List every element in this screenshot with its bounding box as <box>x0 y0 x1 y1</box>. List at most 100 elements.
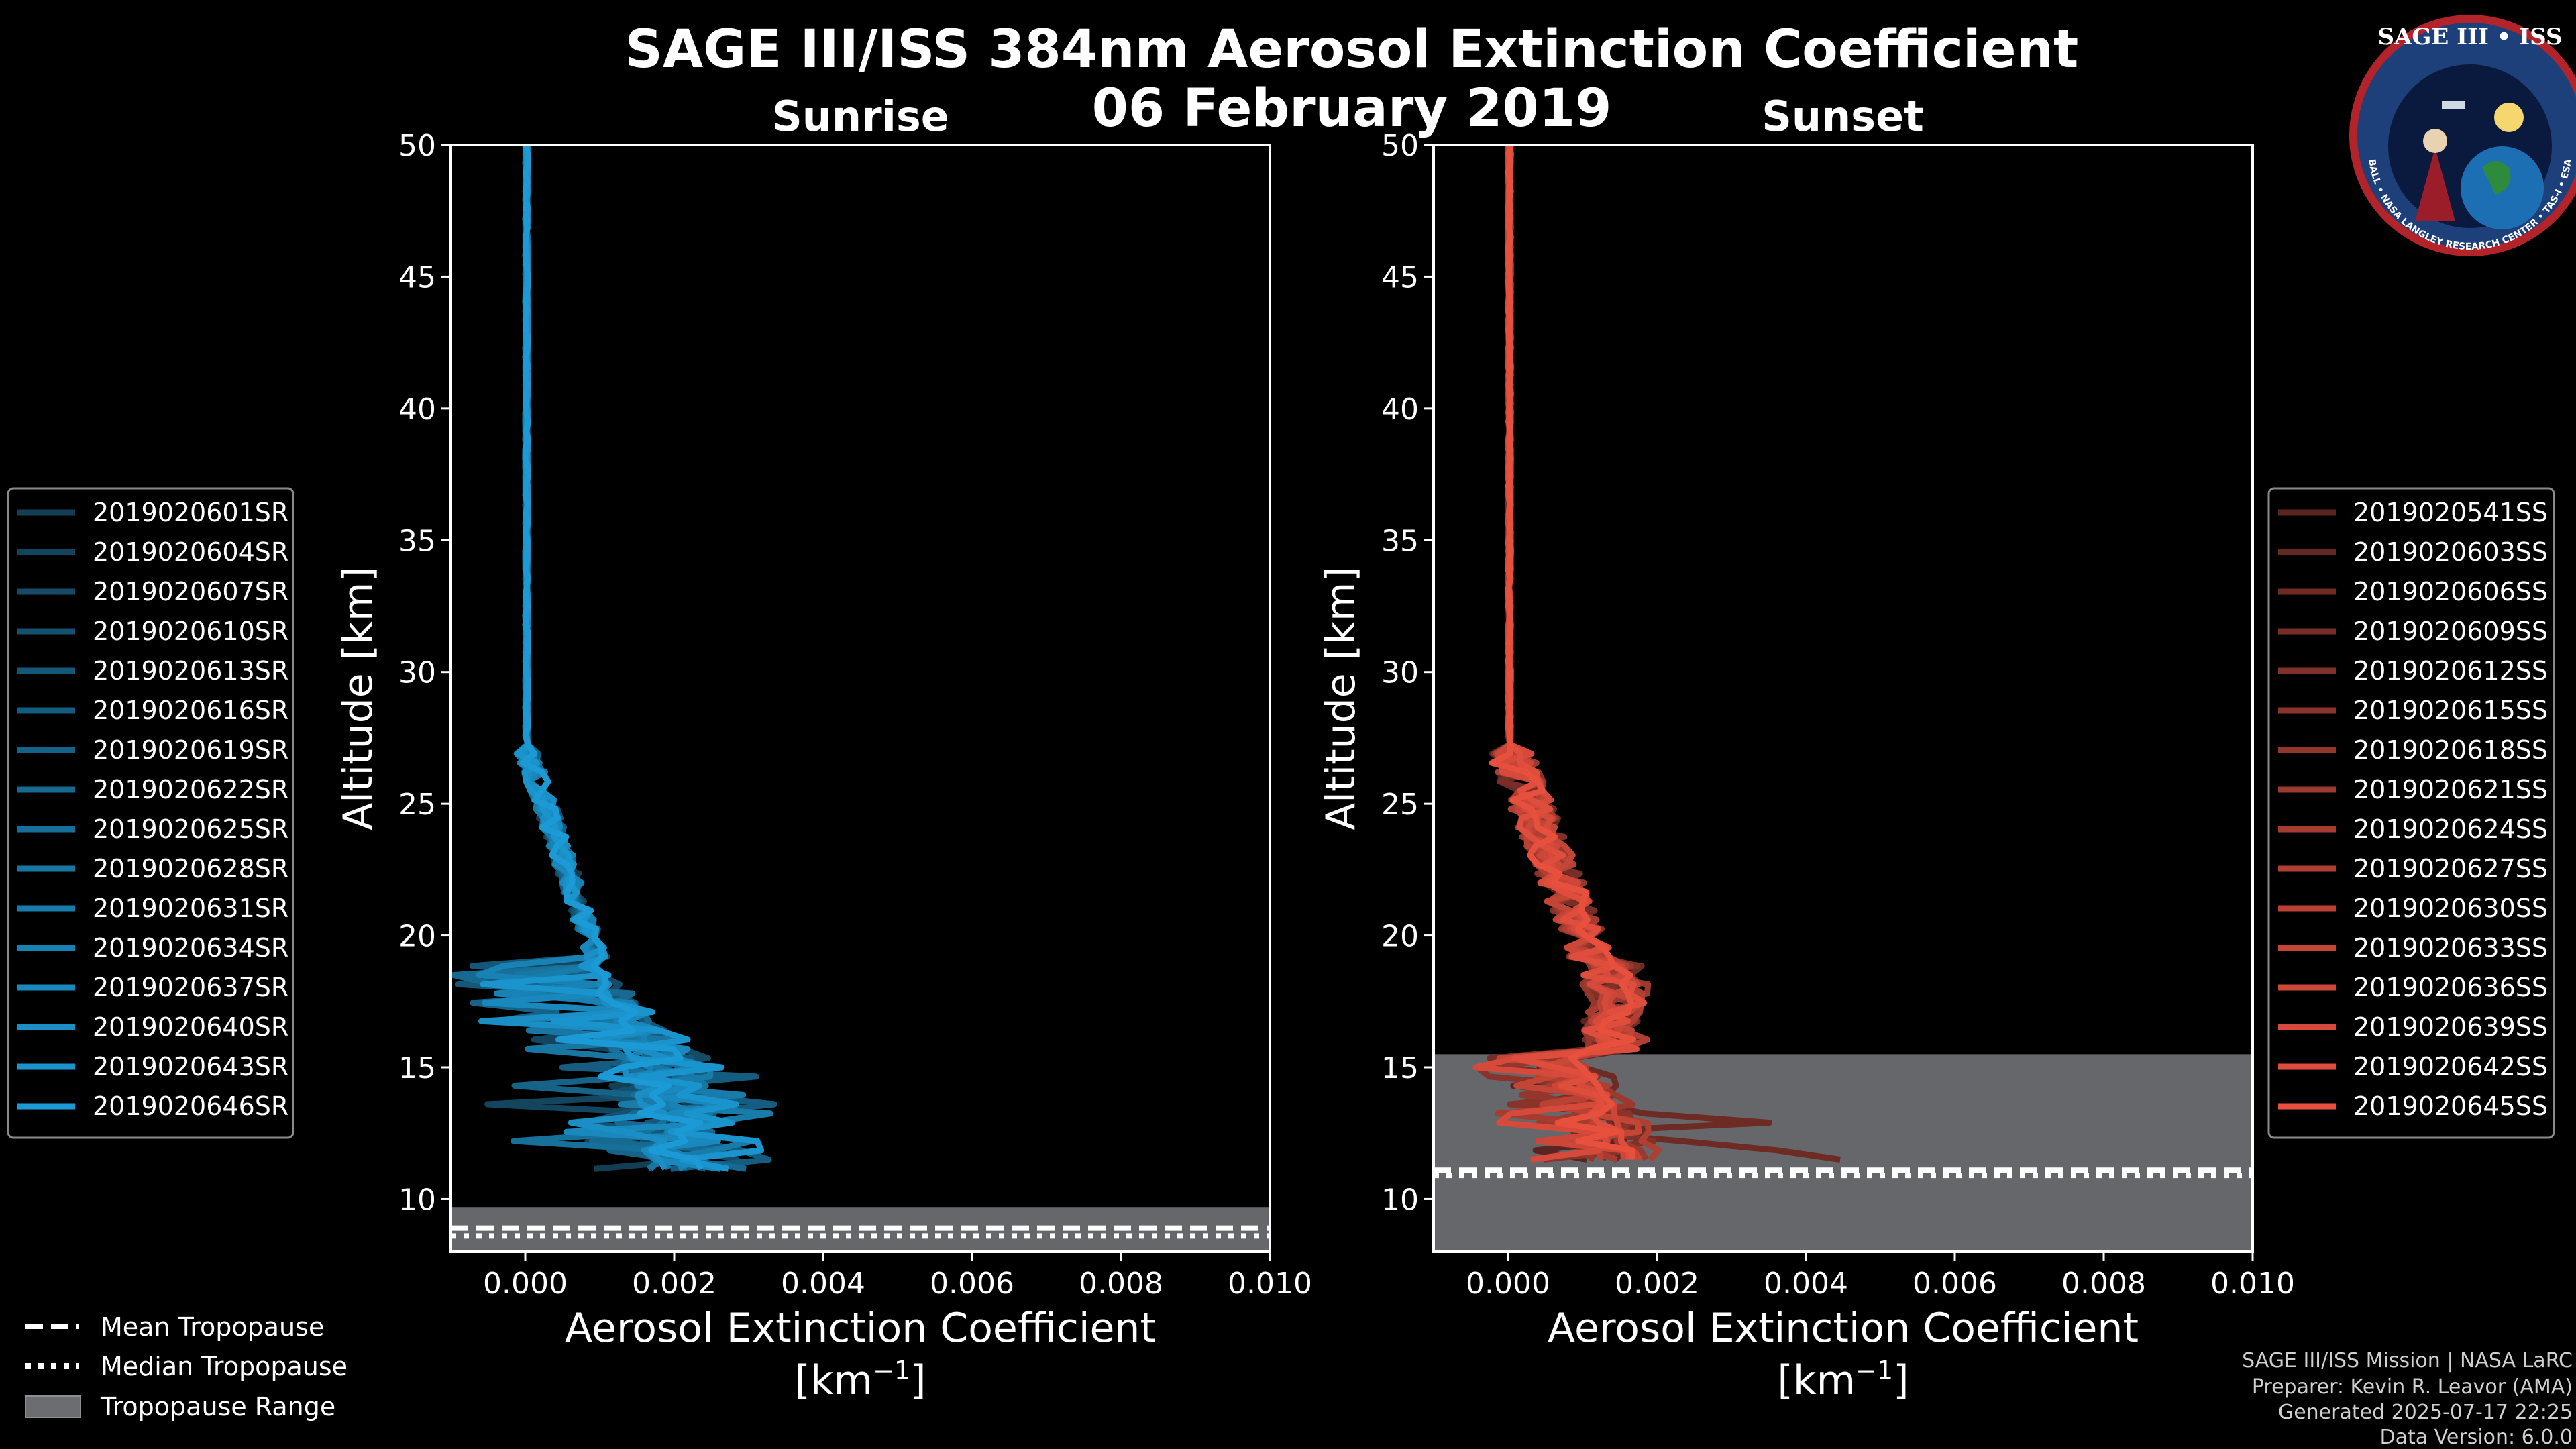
median-tropopause-label: Median Tropopause <box>101 1352 347 1381</box>
x-tick-label: 0.008 <box>1079 1267 1163 1301</box>
axes-frame <box>1432 144 2254 1253</box>
panel-title: Sunrise <box>772 92 949 141</box>
plot-area <box>1434 145 2253 1252</box>
logo-continent <box>2482 161 2511 195</box>
legend-label: 2019020601SR <box>93 498 288 527</box>
logo-station <box>2442 101 2465 109</box>
legend-label: 2019020637SR <box>93 973 288 1002</box>
sunset-legend: 2019020541SS 2019020603SS 2019020606SS 2019… <box>2267 487 2555 1139</box>
x-axis-unit: [km−1] <box>1777 1356 1909 1404</box>
legend-label: 2019020610SR <box>93 616 288 646</box>
legend-label: 2019020646SR <box>93 1091 288 1121</box>
y-tick-label: 45 <box>398 260 436 294</box>
legend-label: 2019020612SS <box>2353 656 2548 686</box>
panel-title: Sunset <box>1762 92 1924 141</box>
x-tick-label: 0.000 <box>1466 1267 1550 1301</box>
logo-figure-head <box>2423 129 2447 153</box>
legend-label: 2019020616SR <box>93 696 288 725</box>
profile-line <box>1483 145 1599 1163</box>
legend-label: 2019020627SS <box>2353 854 2548 883</box>
y-axis-label: Altitude [km] <box>1318 566 1364 830</box>
y-tick-label: 30 <box>1381 656 1419 690</box>
x-axis-unit: [km−1] <box>794 1356 926 1404</box>
x-tick-label: 0.002 <box>1615 1267 1699 1301</box>
legend-label: 2019020607SR <box>93 577 288 606</box>
y-tick-label: 40 <box>1381 392 1419 427</box>
legend-label: 2019020643SR <box>93 1052 288 1081</box>
legend-label: 2019020619SR <box>93 735 288 765</box>
credit-preparer: Preparer: Kevin R. Leavor (AMA) <box>2252 1375 2573 1399</box>
x-tick-label: 0.006 <box>930 1267 1014 1301</box>
legend-label: 2019020603SS <box>2353 537 2548 567</box>
y-tick-label: 20 <box>1381 920 1419 954</box>
legend-box <box>2267 487 2555 1139</box>
legend-label: 2019020624SS <box>2353 814 2548 844</box>
credit-generated: Generated 2025-07-17 22:25 <box>2278 1401 2573 1424</box>
legend-box <box>7 487 294 1139</box>
legend-label: 2019020621SS <box>2353 775 2548 804</box>
legend-label: 2019020628SR <box>93 854 288 883</box>
x-tick-label: 0.010 <box>1228 1267 1312 1301</box>
chart-date: 06 February 2019 <box>1092 78 1612 139</box>
legend-label: 2019020636SS <box>2353 973 2548 1002</box>
profile-line <box>520 145 704 1171</box>
x-axis-label: Aerosol Extinction Coefficient <box>565 1305 1156 1352</box>
x-tick-label: 0.004 <box>1764 1267 1848 1301</box>
x-tick-label: 0.002 <box>632 1267 716 1301</box>
legend-label: 2019020618SS <box>2353 735 2548 765</box>
logo-sun <box>2494 103 2524 132</box>
sunset-panel: Sunset 0.000 0.002 0.004 0.006 0.008 0.010 10 15… <box>1318 92 2555 1404</box>
y-tick-label: 25 <box>1381 788 1419 822</box>
axes-frame <box>449 144 1271 1253</box>
legend-label: 2019020541SS <box>2353 498 2548 527</box>
y-tick-label: 10 <box>398 1183 436 1217</box>
chart-title: SAGE III/ISS 384nm Aerosol Extinction Co… <box>625 19 2079 80</box>
profile-line <box>1489 145 1636 1160</box>
legend-label: 2019020609SS <box>2353 616 2548 646</box>
legend-label: 2019020630SS <box>2353 894 2548 923</box>
tropopause-range-swatch <box>25 1395 81 1418</box>
x-tick-label: 0.006 <box>1913 1267 1997 1301</box>
legend-label: 2019020606SS <box>2353 577 2548 606</box>
y-tick-label: 40 <box>398 392 436 427</box>
y-tick-label: 50 <box>1381 129 1419 163</box>
x-tick-label: 0.000 <box>483 1267 568 1301</box>
x-tick-label: 0.010 <box>2210 1267 2295 1301</box>
profile-line <box>1505 145 1648 1160</box>
x-axis-label: Aerosol Extinction Coefficient <box>1548 1305 2139 1352</box>
tropopause-legend: Mean Tropopause Median Tropopause Tropop… <box>25 1312 347 1421</box>
y-tick-label: 25 <box>398 788 436 822</box>
profile-line <box>1494 145 1841 1163</box>
y-tick-label: 50 <box>398 129 436 163</box>
legend-label: 2019020639SS <box>2353 1012 2548 1042</box>
y-axis-label: Altitude [km] <box>335 566 382 830</box>
legend-label: 2019020615SS <box>2353 696 2548 725</box>
credit-mission: SAGE III/ISS Mission | NASA LaRC <box>2242 1349 2573 1373</box>
sunrise-panel: Sunrise 0.000 0.002 0.004 0.006 0.008 0.010 10 1… <box>7 92 1312 1404</box>
legend-label: 2019020622SR <box>93 775 288 804</box>
y-tick-label: 30 <box>398 656 436 690</box>
mean-tropopause-label: Mean Tropopause <box>101 1312 324 1342</box>
legend-label: 2019020634SR <box>93 933 288 963</box>
legend-label: 2019020604SR <box>93 537 288 567</box>
y-tick-label: 20 <box>398 920 436 954</box>
legend-label: 2019020645SS <box>2353 1091 2548 1121</box>
y-tick-label: 35 <box>398 524 436 558</box>
legend-label: 2019020633SS <box>2353 933 2548 963</box>
legend-label: 2019020631SR <box>93 894 288 923</box>
plot-area <box>451 145 1270 1252</box>
y-tick-label: 15 <box>1381 1051 1419 1085</box>
sunrise-legend: 2019020601SR 2019020604SR 2019020607SR 2019… <box>7 487 294 1139</box>
sage-iii-iss-logo: SAGE III • ISS BALL • NASA LANGLEY RESEA… <box>2349 15 2576 256</box>
tropopause-range-label: Tropopause Range <box>100 1392 335 1421</box>
legend-label: 2019020640SR <box>93 1012 288 1042</box>
credit-version: Data Version: 6.0.0 <box>2380 1426 2573 1449</box>
x-tick-label: 0.004 <box>781 1267 865 1301</box>
logo-text: SAGE III • ISS <box>2377 23 2562 50</box>
legend-label: 2019020642SS <box>2353 1052 2548 1081</box>
x-tick-label: 0.008 <box>2061 1267 2146 1301</box>
legend-label: 2019020625SR <box>93 814 288 844</box>
legend-label: 2019020613SR <box>93 656 288 686</box>
profile-line <box>1472 145 1613 1163</box>
